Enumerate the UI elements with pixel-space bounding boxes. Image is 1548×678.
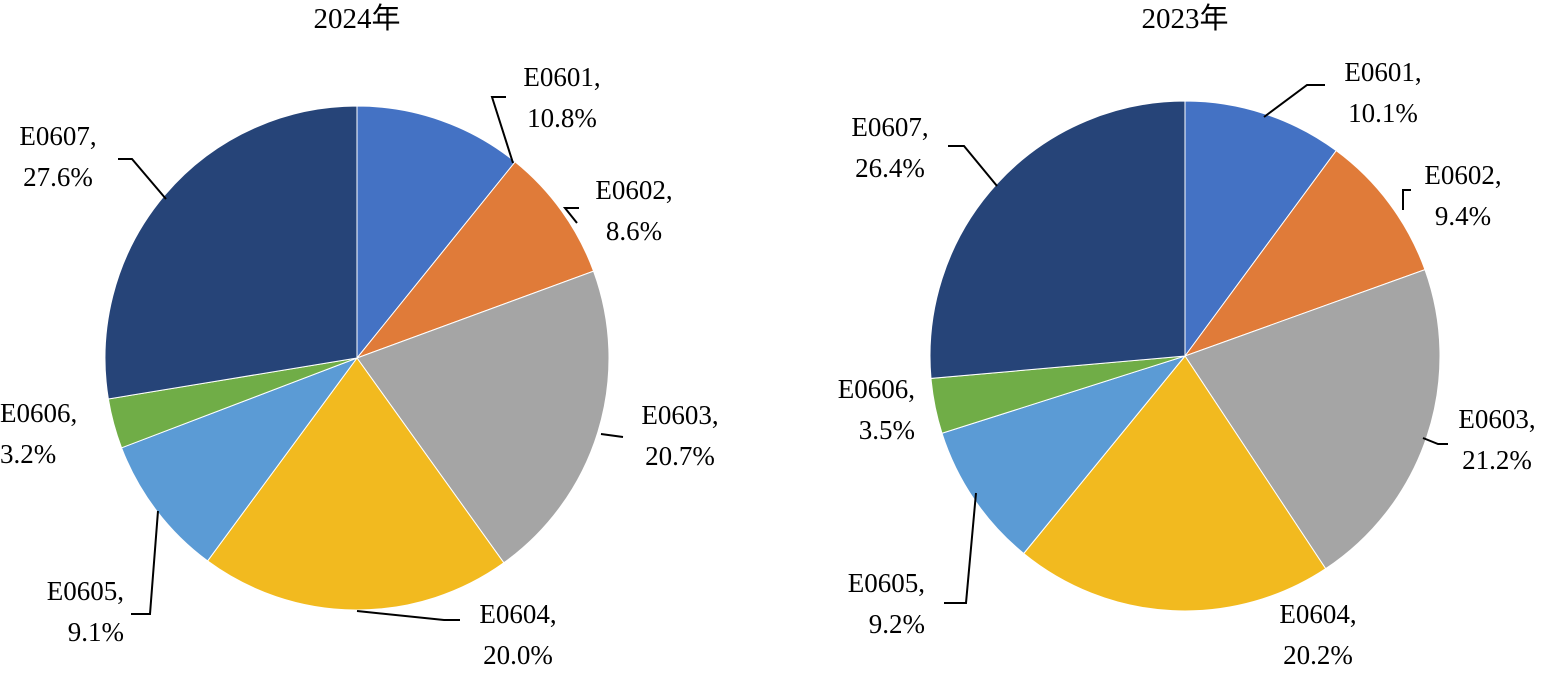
leader-line bbox=[118, 158, 167, 200]
slice-category-label: E0602, bbox=[1424, 160, 1501, 190]
pie-slice-e0601 bbox=[356, 105, 516, 360]
pie-slice-e0605 bbox=[941, 355, 1187, 555]
slice-category-label: E0606, bbox=[0, 398, 77, 428]
slice-value-label: 26.4% bbox=[855, 153, 925, 183]
leader-line bbox=[948, 145, 998, 187]
slice-value-label: 10.8% bbox=[527, 103, 597, 133]
leader-line bbox=[356, 610, 460, 621]
slice-category-label: E0601, bbox=[1344, 57, 1421, 87]
slice-category-label: E0607, bbox=[19, 121, 96, 151]
pie-slice-e0607 bbox=[104, 105, 358, 400]
pie-slice-e0605 bbox=[120, 356, 359, 562]
slice-value-label: 21.2% bbox=[1462, 445, 1532, 475]
slice-value-label: 3.5% bbox=[859, 415, 915, 445]
leader-lines-2024 bbox=[118, 96, 624, 621]
pie-slice-e0607 bbox=[929, 100, 1186, 379]
slice-value-label: 27.6% bbox=[23, 162, 93, 192]
chart-title: 2024年 bbox=[313, 2, 400, 35]
slice-category-label: E0606, bbox=[838, 374, 915, 404]
leader-line bbox=[131, 510, 159, 615]
pie-slice-e0602 bbox=[1183, 149, 1426, 358]
slice-value-label: 10.1% bbox=[1348, 98, 1418, 128]
pie-chart-2024: 2024年 E0601,10.8%E0602,8.6%E0603,20.7%E0… bbox=[0, 2, 719, 670]
leader-line bbox=[490, 96, 514, 164]
slice-value-label: 3.2% bbox=[0, 439, 56, 469]
leader-line bbox=[1402, 189, 1411, 210]
pie-slice-e0604 bbox=[1022, 355, 1327, 612]
slice-category-label: E0605, bbox=[848, 568, 925, 598]
leader-lines-2023 bbox=[944, 84, 1448, 604]
slice-category-label: E0607, bbox=[851, 112, 928, 142]
slice-value-label: 9.4% bbox=[1435, 201, 1491, 231]
slices-2023 bbox=[929, 100, 1441, 612]
leader-line bbox=[1263, 84, 1325, 118]
slice-category-label: E0605, bbox=[47, 576, 124, 606]
pie-chart-2023: 2023年 E0601,10.1%E0602,9.4%E0603,21.2%E0… bbox=[838, 2, 1536, 670]
pie-slice-e0602 bbox=[355, 161, 595, 360]
slice-category-label: E0603, bbox=[1458, 404, 1535, 434]
leader-line bbox=[944, 492, 977, 604]
slice-value-label: 9.2% bbox=[869, 609, 925, 639]
pie-slice-e0603 bbox=[356, 270, 610, 564]
leader-line bbox=[1422, 437, 1448, 445]
slice-value-label: 9.1% bbox=[68, 617, 124, 647]
data-labels-2024: E0601, 10.8% E0602, 8.6% E0603, 20.7% E0604, 20… bbox=[0, 62, 719, 670]
slice-category-label: E0601, bbox=[523, 62, 600, 92]
slice-value-label: 20.2% bbox=[1283, 640, 1353, 670]
slice-value-label: 8.6% bbox=[606, 216, 662, 246]
slice-value-label: 20.0% bbox=[483, 640, 553, 670]
data-labels-2023: E0601, 10.1% E0602, 9.4% E0603, 21.2% E0604, 20… bbox=[838, 57, 1536, 670]
pie-slice-e0601 bbox=[1184, 100, 1337, 358]
leader-line bbox=[562, 207, 579, 224]
chart-title: 2023年 bbox=[1141, 2, 1228, 35]
pie-slice-e0603 bbox=[1184, 268, 1441, 570]
slice-category-label: E0604, bbox=[479, 599, 556, 629]
slice-category-label: E0603, bbox=[641, 400, 718, 430]
pie-slice-e0604 bbox=[206, 357, 505, 611]
slice-category-label: E0602, bbox=[595, 175, 672, 205]
slice-value-label: 20.7% bbox=[645, 441, 715, 471]
leader-line bbox=[600, 433, 624, 438]
slice-category-label: E0604, bbox=[1279, 599, 1356, 629]
slices-2024 bbox=[104, 105, 610, 611]
